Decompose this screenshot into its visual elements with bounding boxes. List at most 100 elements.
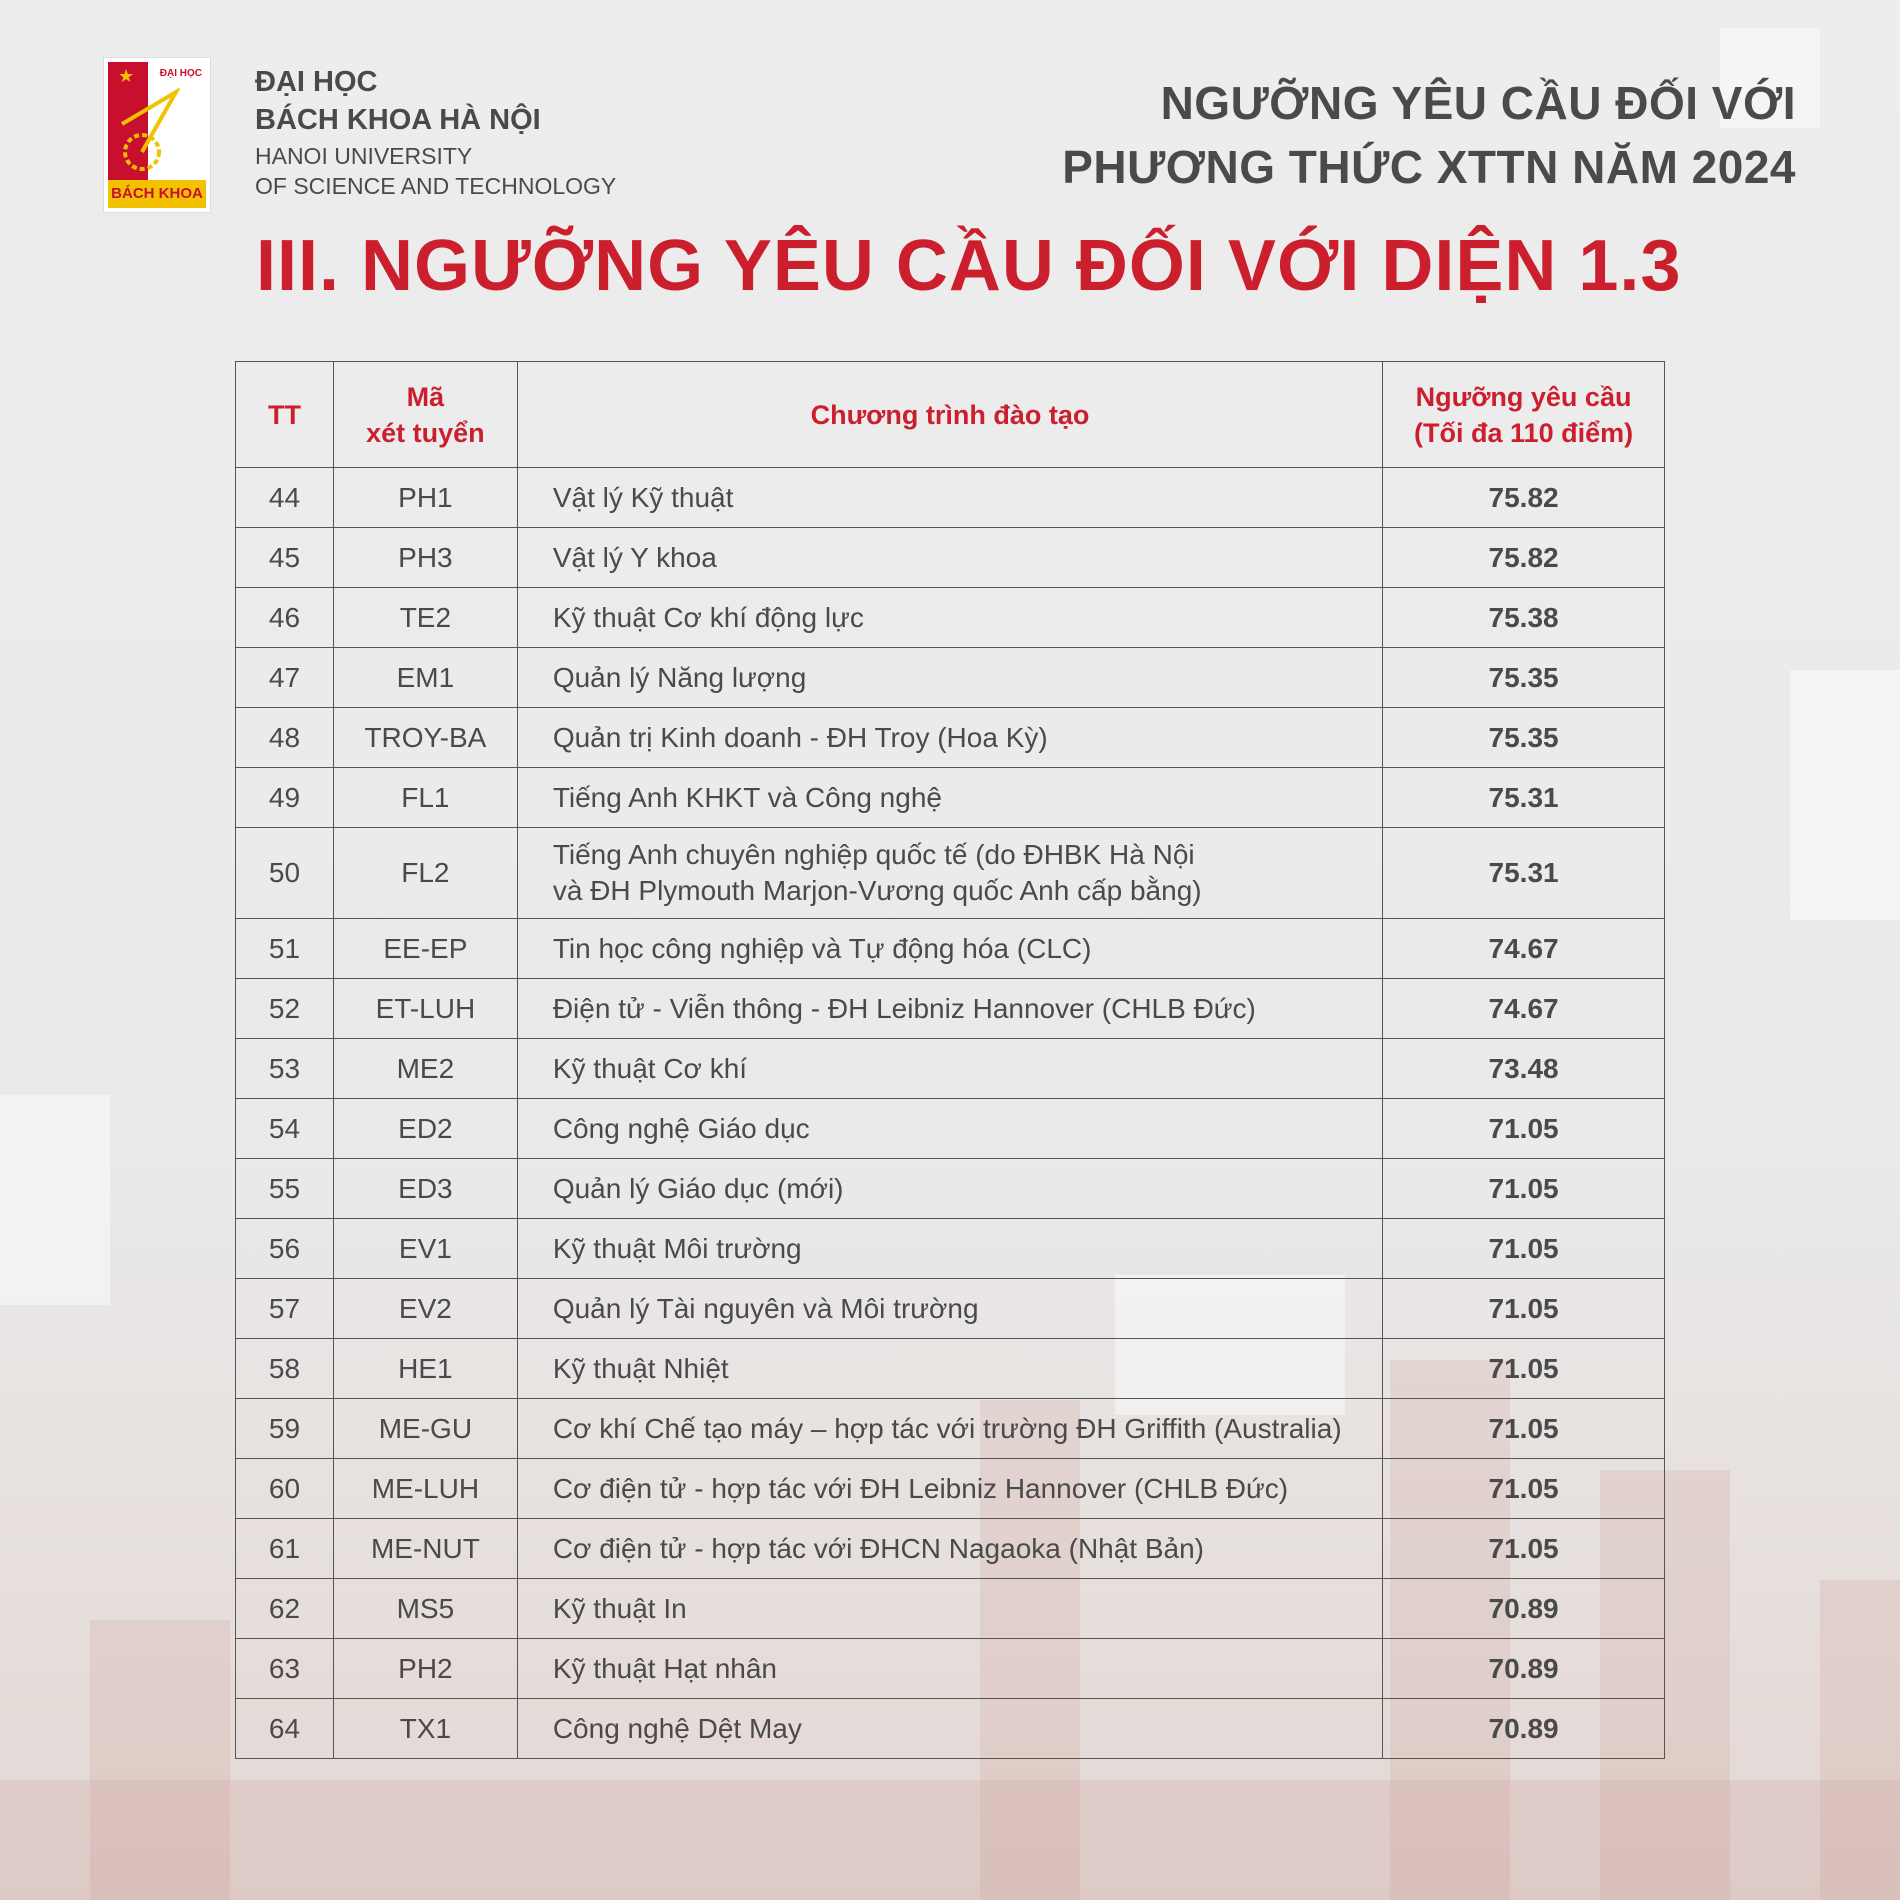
cell-code: ME2 <box>332 1038 518 1099</box>
cell-program: Công nghệ Dệt May <box>516 1698 1384 1759</box>
cell-program: Tiếng Anh chuyên nghiệp quốc tế (do ĐHBK… <box>516 827 1384 919</box>
header-program: Chương trình đào tạo <box>516 361 1384 468</box>
cell-tt: 62 <box>235 1578 334 1639</box>
table-row: 55 ED3 Quản lý Giáo dục (mới) 71.05 <box>235 1158 1665 1219</box>
cell-code: EE-EP <box>332 918 518 979</box>
cell-tt: 55 <box>235 1158 334 1219</box>
cell-threshold: 71.05 <box>1382 1098 1665 1159</box>
cell-tt: 50 <box>235 827 334 919</box>
cell-tt: 46 <box>235 587 334 648</box>
table-row: 59 ME-GU Cơ khí Chế tạo máy – hợp tác với … <box>235 1398 1665 1459</box>
cell-threshold: 71.05 <box>1382 1158 1665 1219</box>
cell-threshold: 75.31 <box>1382 827 1665 919</box>
cell-code: EV1 <box>332 1218 518 1279</box>
cell-code: ME-NUT <box>332 1518 518 1579</box>
cell-code: TE2 <box>332 587 518 648</box>
table-row: 48 TROY-BA Quản trị Kinh doanh - ĐH Troy (… <box>235 707 1665 768</box>
cell-program: Quản lý Năng lượng <box>516 647 1384 708</box>
table-row: 63 PH2 Kỹ thuật Hạt nhân 70.89 <box>235 1638 1665 1699</box>
cell-program: Vật lý Kỹ thuật <box>516 467 1384 528</box>
cell-tt: 54 <box>235 1098 334 1159</box>
header-threshold-line-1: Ngưỡng yêu cầu <box>1415 381 1632 412</box>
cell-code: FL2 <box>332 827 518 919</box>
cell-program: Kỹ thuật Cơ khí <box>516 1038 1384 1099</box>
table-row: 61 ME-NUT Cơ điện tử - hợp tác với ĐHCN Na… <box>235 1518 1665 1579</box>
header-threshold: Ngưỡng yêu cầu (Tối đa 110 điểm) <box>1382 361 1665 468</box>
cell-program: Quản lý Giáo dục (mới) <box>516 1158 1384 1219</box>
cell-code: HE1 <box>332 1338 518 1399</box>
cell-code: EM1 <box>332 647 518 708</box>
university-name-en-1: HANOI UNIVERSITY <box>255 143 473 169</box>
cell-program: Kỹ thuật Cơ khí động lực <box>516 587 1384 648</box>
cell-threshold: 75.82 <box>1382 467 1665 528</box>
cell-tt: 59 <box>235 1398 334 1459</box>
table-row: 56 EV1 Kỹ thuật Môi trường 71.05 <box>235 1218 1665 1279</box>
cell-threshold: 70.89 <box>1382 1698 1665 1759</box>
cell-threshold: 71.05 <box>1382 1218 1665 1279</box>
table-row: 62 MS5 Kỹ thuật In 70.89 <box>235 1578 1665 1639</box>
header-code-line-1: Mã <box>406 381 445 412</box>
cell-threshold: 71.05 <box>1382 1518 1665 1579</box>
cell-threshold: 70.89 <box>1382 1638 1665 1699</box>
city-skyline <box>90 1620 230 1900</box>
cell-tt: 47 <box>235 647 334 708</box>
cell-threshold: 71.05 <box>1382 1338 1665 1399</box>
cell-code: PH2 <box>332 1638 518 1699</box>
header-title-line-1: NGƯỠNG YÊU CẦU ĐỐI VỚI <box>1160 77 1796 129</box>
header-title-line-2: PHƯƠNG THỨC XTTN NĂM 2024 <box>1062 141 1796 193</box>
table-row: 52 ET-LUH Điện tử - Viễn thông - ĐH Leibni… <box>235 978 1665 1039</box>
cell-code: ED3 <box>332 1158 518 1219</box>
section-title: III. NGƯỠNG YÊU CẦU ĐỐI VỚI DIỆN 1.3 <box>256 226 1682 306</box>
university-logo: ★ ĐẠI HỌC BÁCH KHOA <box>104 58 210 212</box>
university-name-vi-2: BÁCH KHOA HÀ NỘI <box>255 104 541 136</box>
cell-program: Quản trị Kinh doanh - ĐH Troy (Hoa Kỳ) <box>516 707 1384 768</box>
cell-tt: 44 <box>235 467 334 528</box>
cell-program: Cơ điện tử - hợp tác với ĐHCN Nagaoka (N… <box>516 1518 1384 1579</box>
table-row: 60 ME-LUH Cơ điện tử - hợp tác với ĐH Leib… <box>235 1458 1665 1519</box>
cell-tt: 51 <box>235 918 334 979</box>
cell-program: Quản lý Tài nguyên và Môi trường <box>516 1278 1384 1339</box>
cell-threshold: 71.05 <box>1382 1278 1665 1339</box>
cell-program: Công nghệ Giáo dục <box>516 1098 1384 1159</box>
cell-threshold: 74.67 <box>1382 978 1665 1039</box>
table-row: 53 ME2 Kỹ thuật Cơ khí 73.48 <box>235 1038 1665 1099</box>
cell-threshold: 70.89 <box>1382 1578 1665 1639</box>
cell-code: FL1 <box>332 767 518 828</box>
cell-code: TX1 <box>332 1698 518 1759</box>
cell-program: Kỹ thuật Nhiệt <box>516 1338 1384 1399</box>
cell-tt: 52 <box>235 978 334 1039</box>
header-code-line-2: xét tuyển <box>366 417 485 448</box>
cell-tt: 53 <box>235 1038 334 1099</box>
star-icon: ★ <box>118 66 135 87</box>
cell-tt: 64 <box>235 1698 334 1759</box>
university-name-vi-1: ĐẠI HỌC <box>255 66 378 98</box>
cell-program: Cơ điện tử - hợp tác với ĐH Leibniz Hann… <box>516 1458 1384 1519</box>
table-row: 44 PH1 Vật lý Kỹ thuật 75.82 <box>235 467 1665 528</box>
cell-code: ME-GU <box>332 1398 518 1459</box>
table-row: 45 PH3 Vật lý Y khoa 75.82 <box>235 527 1665 588</box>
header-threshold-line-2: (Tối đa 110 điểm) <box>1414 417 1634 448</box>
cell-code: MS5 <box>332 1578 518 1639</box>
background-square <box>1790 670 1900 920</box>
cell-program: Tiếng Anh KHKT và Công nghệ <box>516 767 1384 828</box>
cell-tt: 45 <box>235 527 334 588</box>
cell-threshold: 75.38 <box>1382 587 1665 648</box>
cell-program: Vật lý Y khoa <box>516 527 1384 588</box>
cell-program: Kỹ thuật Hạt nhân <box>516 1638 1384 1699</box>
cell-threshold: 71.05 <box>1382 1458 1665 1519</box>
table-row: 51 EE-EP Tin học công nghiệp và Tự động hó… <box>235 918 1665 979</box>
cell-threshold: 73.48 <box>1382 1038 1665 1099</box>
program-line-1: Tiếng Anh chuyên nghiệp quốc tế (do ĐHBK… <box>552 839 1195 870</box>
cell-threshold: 75.35 <box>1382 647 1665 708</box>
compass-gear-icon <box>120 88 180 171</box>
cell-tt: 49 <box>235 767 334 828</box>
cell-tt: 63 <box>235 1638 334 1699</box>
cell-tt: 61 <box>235 1518 334 1579</box>
table-row: 50 FL2 Tiếng Anh chuyên nghiệp quốc tế (do… <box>235 827 1665 919</box>
table-row: 49 FL1 Tiếng Anh KHKT và Công nghệ 75.31 <box>235 767 1665 828</box>
cell-threshold: 74.67 <box>1382 918 1665 979</box>
cell-tt: 58 <box>235 1338 334 1399</box>
cell-program: Tin học công nghiệp và Tự động hóa (CLC) <box>516 918 1384 979</box>
cell-program: Kỹ thuật In <box>516 1578 1384 1639</box>
cell-program: Cơ khí Chế tạo máy – hợp tác với trường … <box>516 1398 1384 1459</box>
